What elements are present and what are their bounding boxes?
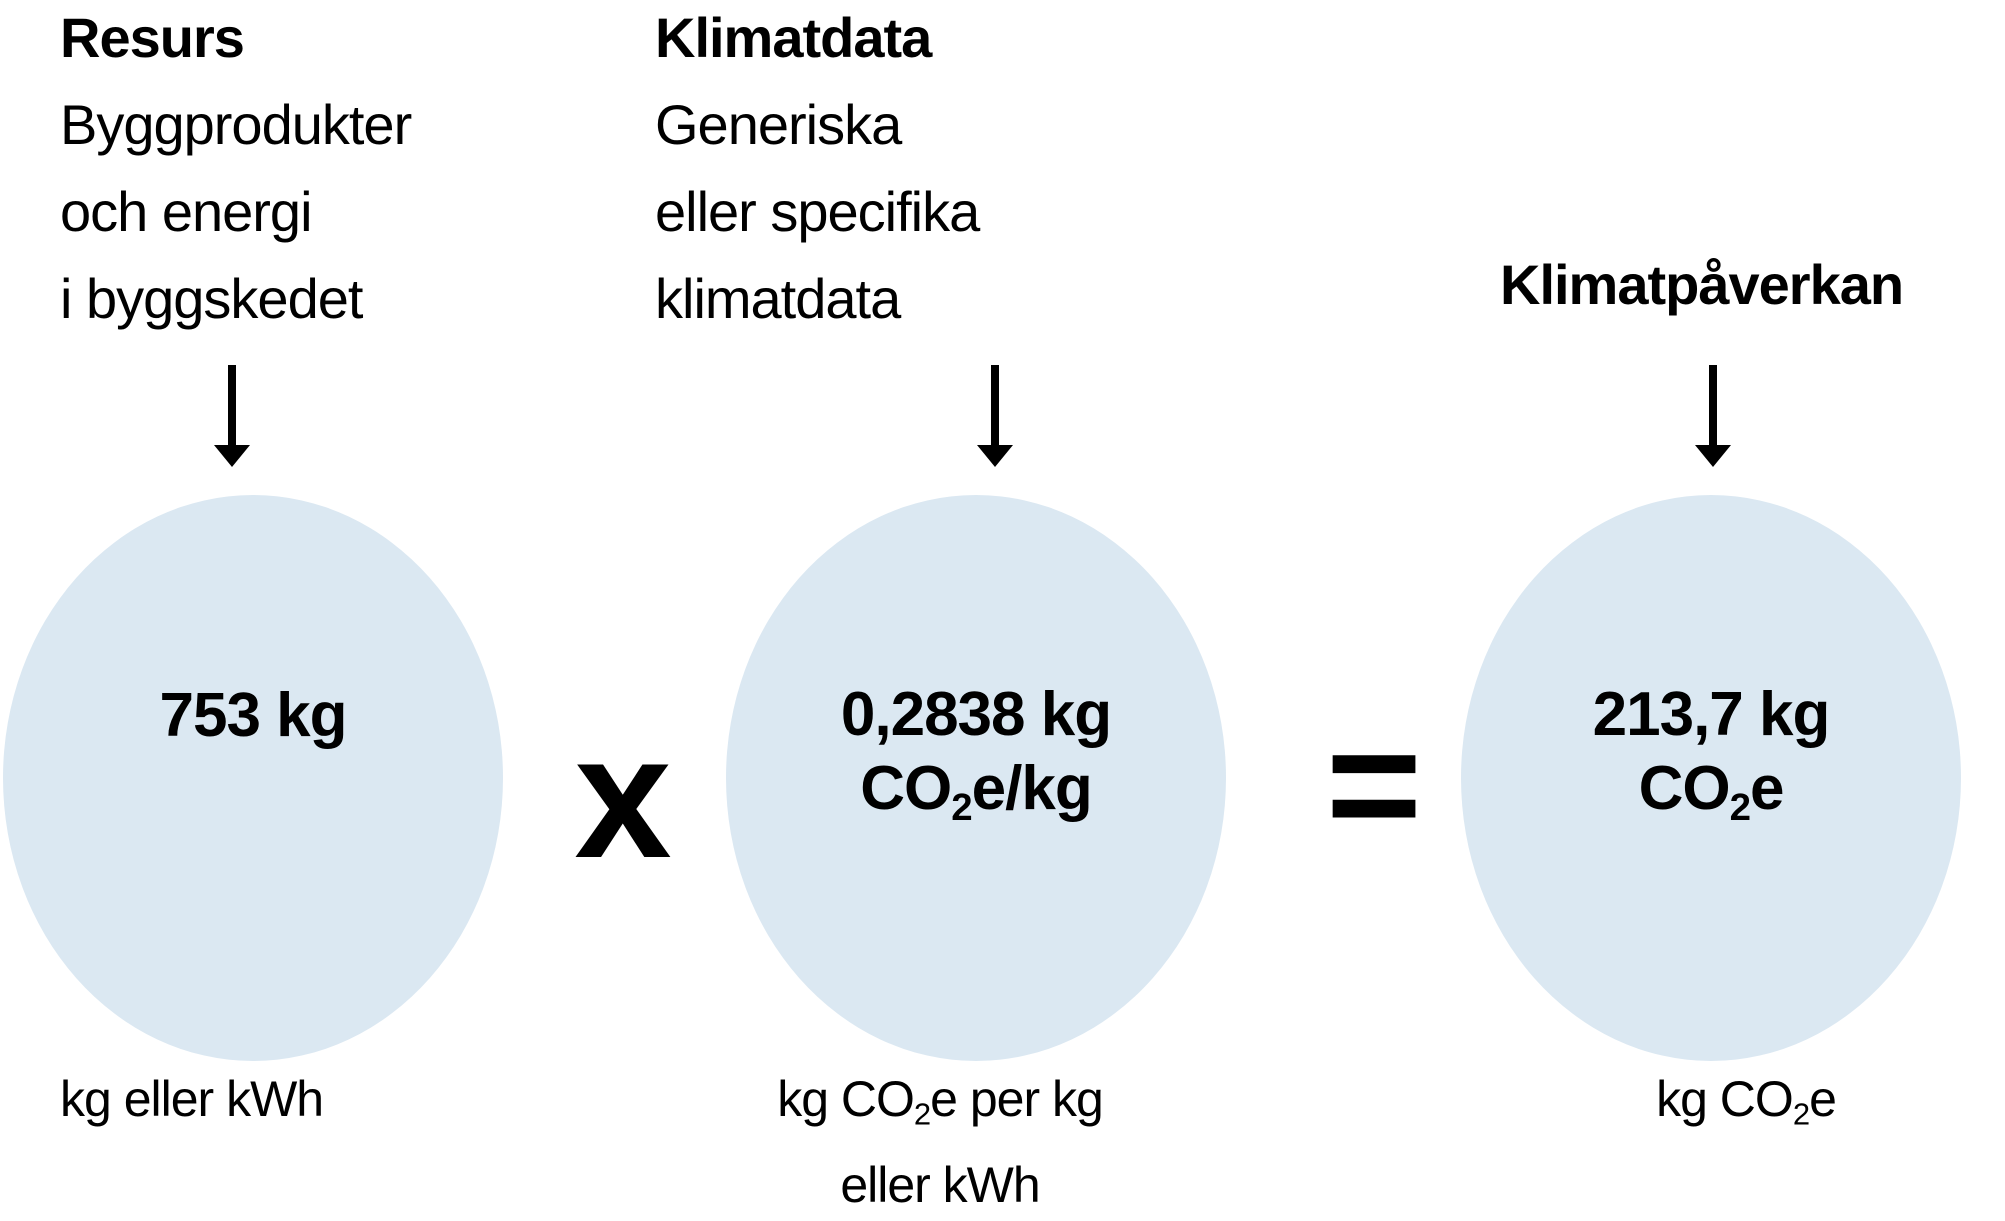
down-arrow-icon — [1695, 365, 1731, 467]
klimatdata-subtitle-line: klimatdata — [655, 267, 901, 330]
resurs-title: Resurs — [60, 6, 245, 69]
resurs-unit-label: kg eller kWh — [60, 1071, 324, 1127]
klimatpaverkan-circle-value: 213,7 kg CO2e — [1592, 680, 1831, 829]
resurs-circle-value: 753 kg — [159, 681, 347, 750]
resurs-header-block: Resurs Byggprodukter och energi i byggsk… — [60, 0, 412, 342]
resurs-circle: 753 kg — [3, 495, 503, 1061]
klimatdata-circle-value: 0,2838 kg CO2e/kg — [840, 680, 1112, 829]
klimatpaverkan-title: Klimatpåverkan — [1500, 253, 1904, 316]
klimatdata-circle: 0,2838 kg CO2e/kg — [726, 495, 1226, 1061]
arrow-shaft — [1709, 365, 1717, 445]
klimatdata-header-block: Klimatdata Generiska eller specifika kli… — [655, 0, 980, 342]
arrow-shaft — [228, 365, 236, 445]
down-arrow-icon — [214, 365, 250, 467]
resurs-subtitle-line: och energi — [60, 180, 313, 243]
resurs-subtitle-line: Byggprodukter — [60, 93, 412, 156]
arrow-shaft — [991, 365, 999, 445]
klimatdata-unit-label: kg CO2e per kg eller kWh — [777, 1071, 1104, 1213]
arrow-head — [1695, 445, 1731, 467]
multiply-operator: x — [574, 699, 672, 895]
klimatdata-subtitle-line: Generiska — [655, 93, 902, 156]
klimatpaverkan-circle: 213,7 kg CO2e — [1461, 495, 1961, 1061]
klimatdata-title: Klimatdata — [655, 6, 932, 69]
equals-operator: = — [1325, 691, 1423, 876]
arrow-head — [214, 445, 250, 467]
klimatpaverkan-unit-label: kg CO2e — [1656, 1071, 1837, 1132]
klimatdata-subtitle-line: eller specifika — [655, 180, 980, 243]
resurs-subtitle-line: i byggskedet — [60, 267, 363, 330]
down-arrow-icon — [977, 365, 1013, 467]
arrow-head — [977, 445, 1013, 467]
